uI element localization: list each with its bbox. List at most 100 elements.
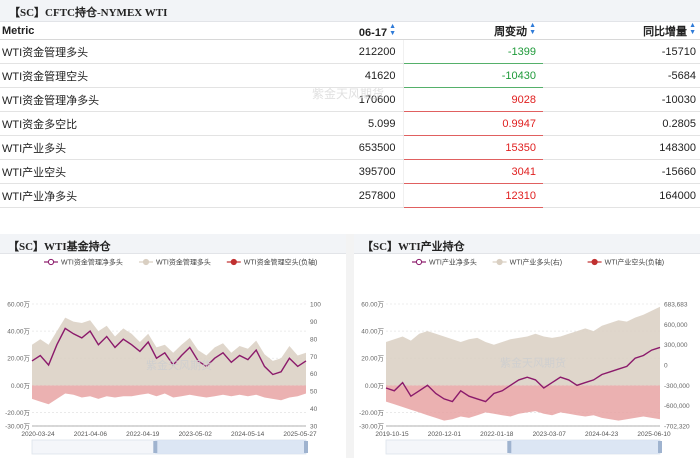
yoy-change-cell: -5684 — [543, 63, 700, 88]
metric-cell: WTI产业空头 — [0, 159, 220, 184]
x-axis-tick-label: 2023-05-02 — [179, 431, 213, 438]
y-axis-tick-label: 60.00万 — [361, 301, 384, 309]
fund-position-chart: WTI资金管理净多头 WTI资金管理多头 WTI资金管理空头(负轴) 60.00万 40… — [5, 258, 321, 455]
yoy-change-cell: -10030 — [543, 87, 700, 112]
column-header-yoy-change[interactable]: 同比增量▲ ▼ — [543, 22, 700, 40]
series-short-area — [32, 385, 306, 405]
yoy-change-cell: 164000 — [543, 183, 700, 208]
legend-entry: WTI产业多头(右) — [510, 258, 562, 267]
range-slider-window — [509, 440, 660, 454]
x-axis-tick-label: 2020-03-24 — [21, 431, 55, 438]
legend-marker-icon — [142, 258, 150, 266]
x-axis-tick-label: 2022-04-19 — [126, 431, 160, 438]
sort-arrows-icon[interactable]: ▲ ▼ — [529, 22, 536, 36]
metric-cell: WTI资金管理空头 — [0, 63, 220, 88]
page-title: 【SC】CFTC持仓-NYMEX WTI — [9, 7, 168, 19]
weekly-change-cell: 9028 — [402, 87, 543, 112]
value-cell: 395700 — [220, 159, 403, 184]
legend-entry: WTI资金管理多头 — [156, 258, 211, 267]
column-header-weekly-label: 周变动 — [494, 26, 528, 38]
range-slider-handle-right[interactable] — [658, 441, 662, 453]
yoy-change-cell: 148300 — [543, 135, 700, 160]
x-axis-tick-label: 2021-04-06 — [74, 431, 108, 438]
industry-position-chart: WTI产业净多头 WTI产业多头(右) WTI产业空头(负轴) 60.00万 40.00… — [359, 258, 690, 455]
series-net-line — [385, 346, 661, 403]
metric-cell: WTI资金管理多头 — [0, 39, 220, 64]
column-header-date-label: 06-17 — [358, 26, 388, 39]
x-axis-tick-label: 2019-10-15 — [375, 431, 409, 438]
sort-arrows-icon[interactable]: ▲ ▼ — [689, 22, 696, 36]
range-slider-window — [155, 440, 306, 454]
value-cell: 170600 — [220, 87, 403, 112]
watermark: 紫金天风期货 — [146, 358, 212, 372]
table-row[interactable]: WTI产业多头 653500 15350 148300 — [0, 135, 700, 160]
y-axis-tick-label: -20.00万 — [359, 409, 384, 417]
legend-entry: WTI产业空头(负轴) — [605, 258, 665, 267]
column-header-yoy-label: 同比增量 — [643, 26, 688, 38]
y-axis-right-tick-label: -702,320 — [664, 424, 690, 431]
table-row[interactable]: WTI资金管理多头 212200 -1399 -15710 — [0, 39, 700, 64]
weekly-change-cell: 15350 — [402, 135, 543, 160]
y-axis-right-tick-label: 60 — [310, 371, 318, 378]
series-net-line — [31, 327, 307, 376]
legend-entry: WTI资金管理空头(负轴) — [244, 258, 317, 267]
series-long-area — [386, 306, 660, 386]
industry-position-chart-panel: 【SC】WTI产业持仓 WTI产业净多头 WTI产业多头(右) WTI产业空头(负轴… — [354, 234, 700, 458]
y-axis-tick-label: -20.00万 — [5, 409, 30, 417]
series-long-area — [32, 317, 306, 386]
legend-entry: WTI资金管理净多头 — [61, 258, 123, 267]
y-axis-tick-label: 40.00万 — [7, 328, 30, 336]
y-axis-right-tick-label: 0 — [664, 363, 668, 370]
yoy-change-cell: -15710 — [543, 39, 700, 64]
x-axis-tick-label: 2020-12-01 — [428, 431, 462, 438]
legend-marker-icon — [591, 258, 598, 266]
cftc-position-table: Metric 06-17▲ ▼ 周变动▲ ▼ 同比增量▲ ▼ WTI资金管理多头 212… — [0, 22, 700, 208]
range-slider-handle-left[interactable] — [153, 441, 158, 453]
y-axis-right-tick-label: -600,000 — [664, 403, 690, 410]
y-axis-right-tick-label: 80 — [310, 336, 318, 343]
y-axis-tick-label: 0.00万 — [11, 382, 31, 390]
table-row[interactable]: WTI产业净多头 257800 12310 164000 — [0, 183, 700, 208]
watermark: 紫金天风期货 — [500, 355, 566, 369]
x-axis-tick-label: 2023-03-07 — [533, 431, 567, 438]
y-axis-tick-label: -30.00万 — [5, 423, 30, 431]
y-axis-right-tick-label: 50 — [310, 389, 318, 396]
weekly-change-cell: 3041 — [402, 159, 543, 184]
y-axis-tick-label: 0.00万 — [365, 382, 385, 390]
column-header-metric[interactable]: Metric — [0, 22, 220, 40]
y-axis-tick-label: 20.00万 — [361, 355, 384, 363]
value-cell: 41620 — [220, 63, 403, 88]
table-row[interactable]: WTI资金管理空头 41620 -10430 -5684 — [0, 63, 700, 88]
metric-cell: WTI资金多空比 — [0, 111, 220, 136]
page-title-bar: 【SC】CFTC持仓-NYMEX WTI — [0, 0, 700, 22]
y-axis-tick-label: 40.00万 — [361, 328, 384, 336]
column-header-weekly-change[interactable]: 周变动▲ ▼ — [403, 22, 543, 40]
column-header-date[interactable]: 06-17▲ ▼ — [220, 22, 403, 40]
x-axis-tick-label: 2022-01-18 — [480, 431, 514, 438]
y-axis-right-tick-label: 683,683 — [664, 302, 688, 309]
legend-marker-icon — [415, 258, 423, 266]
x-axis-tick-label: 2025-05-27 — [283, 431, 317, 438]
range-slider-handle-left[interactable] — [507, 441, 512, 453]
metric-cell: WTI产业净多头 — [0, 183, 220, 208]
yoy-change-cell: 0.2805 — [543, 111, 700, 136]
range-slider-handle-right[interactable] — [304, 441, 308, 453]
y-axis-tick-label: 20.00万 — [7, 355, 30, 363]
value-cell: 653500 — [220, 135, 403, 160]
chart-title: 【SC】WTI产业持仓 — [362, 241, 465, 253]
y-axis-right-tick-label: 70 — [310, 354, 318, 361]
x-axis-tick-label: 2024-04-23 — [585, 431, 619, 438]
metric-cell: WTI资金管理净多头 — [0, 87, 220, 112]
chart-title-bar: 【SC】WTI产业持仓 — [354, 234, 700, 254]
weekly-change-cell: -10430 — [402, 63, 543, 88]
table-row[interactable]: WTI资金多空比 5.099 0.9947 0.2805 — [0, 111, 700, 136]
sort-arrows-icon[interactable]: ▲ ▼ — [389, 22, 396, 37]
series-short-area — [386, 385, 660, 421]
table-row[interactable]: WTI产业空头 395700 3041 -15660 — [0, 159, 700, 184]
legend-marker-icon — [496, 258, 503, 266]
y-axis-right-tick-label: -300,000 — [664, 383, 690, 390]
y-axis-right-tick-label: 300,000 — [664, 342, 688, 349]
table-row[interactable]: WTI资金管理净多头 170600 9028 -10030 — [0, 87, 700, 112]
x-axis-tick-label: 2025-06-10 — [637, 431, 671, 438]
weekly-change-cell: 0.9947 — [402, 111, 543, 136]
